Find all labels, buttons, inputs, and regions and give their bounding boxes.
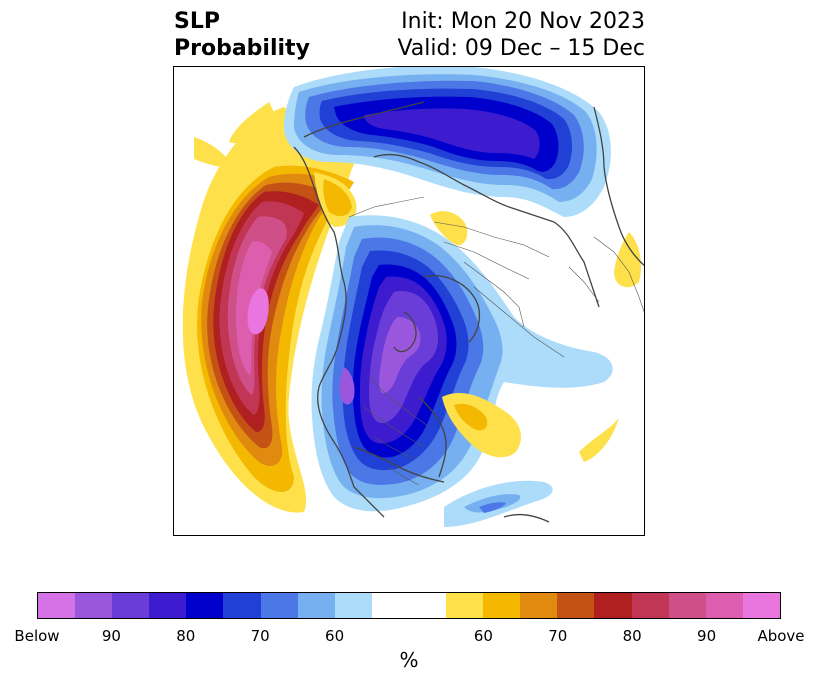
pacific-positive-anomaly [182,107,359,513]
upper-left-positive-wisp [229,102,279,144]
north-america-negative-anomaly [311,215,613,512]
coastlines [293,101,644,523]
colorbar-tick-label: 60 [325,627,345,645]
colorbar-tick-label: 90 [697,627,717,645]
colorbar-segment [149,593,187,618]
colorbar-segment [38,593,76,618]
colorbar-segment [112,593,150,618]
colorbar-segment [483,593,521,618]
colorbar-tick-label: 80 [622,627,642,645]
colorbar [37,592,781,619]
colorbar-tick-label: Below [14,627,60,645]
eurasia-negative-anomaly [284,67,611,217]
europe-positive [614,232,641,288]
colorbar-segment [297,593,335,618]
colorbar-label: % [399,648,419,672]
title-type: Probability [174,36,310,61]
colorbar-segment [186,593,224,618]
colorbar-tick-label: 60 [473,627,493,645]
colorbar-segment [668,593,706,618]
colorbar-segment [631,593,669,618]
colorbar-segment [742,593,780,618]
colorbar-segment [371,593,409,618]
colorbar-tick-label: 90 [101,627,121,645]
title-variable: SLP [174,9,220,34]
colorbar-tick-label: Above [757,627,805,645]
colorbar-tick-label: 80 [176,627,196,645]
colorbar-segment [408,593,447,618]
valid-range: Valid: 09 Dec – 15 Dec [397,36,645,61]
colorbar-segment [334,593,372,618]
colorbar-segment [260,593,298,618]
south-positive [579,417,619,462]
colorbar-segment [594,593,632,618]
title-left: SLP Probability [174,8,310,62]
init-date: Init: Mon 20 Nov 2023 [401,9,645,34]
colorbar-segment [705,593,743,618]
central-asia-positive [430,211,468,246]
map-svg [182,67,644,527]
colorbar-segment [557,593,595,618]
colorbar-tick-label: 70 [250,627,270,645]
title-right: Init: Mon 20 Nov 2023 Valid: 09 Dec – 15… [397,8,645,62]
colorbar-segment [446,593,484,618]
borders [348,196,644,486]
colorbar-segment [223,593,261,618]
colorbar-tick-label: 70 [548,627,568,645]
colorbar-segment [75,593,113,618]
colorbar-segment [520,593,558,618]
map-panel [173,66,645,536]
